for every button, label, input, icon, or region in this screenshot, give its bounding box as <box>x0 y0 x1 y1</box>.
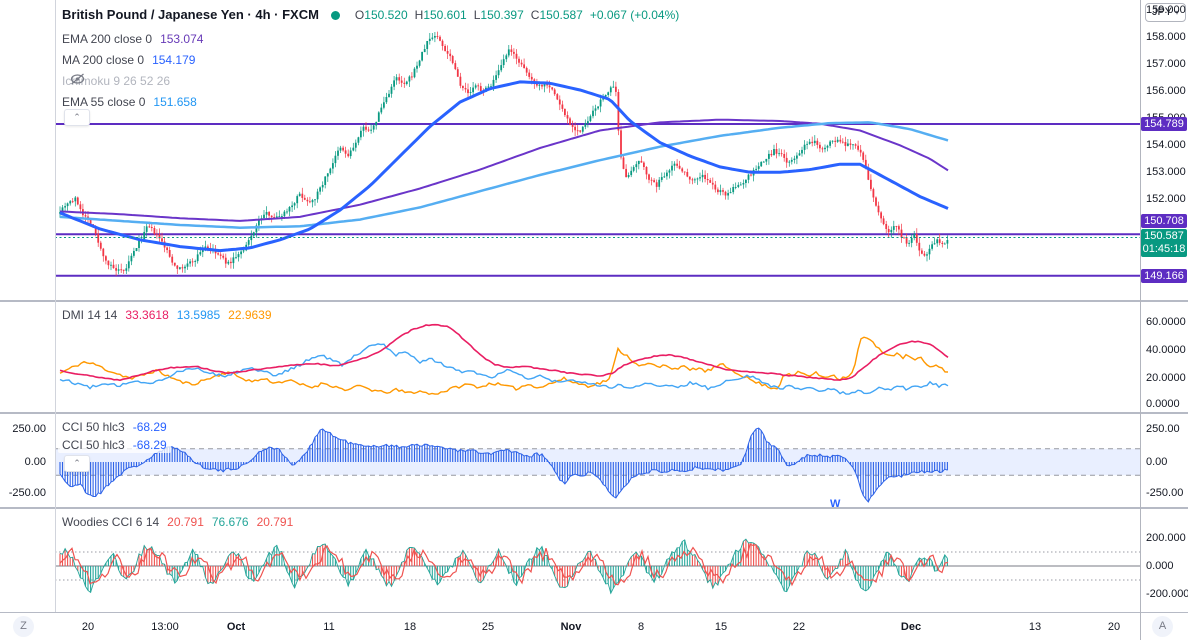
price-tick-label: 0.0000 <box>1146 398 1180 410</box>
price-tick-label: 159.000 <box>1146 4 1186 16</box>
legend-value: 20.791 <box>167 515 204 529</box>
price-change: +0.067 (+0.04%) <box>589 8 680 22</box>
legend-woodies[interactable]: Woodies CCI 6 14 20.791 76.676 20.791 <box>62 514 293 530</box>
legend-value: -68.29 <box>132 420 167 434</box>
price-tick-label: 40.0000 <box>1146 344 1186 356</box>
legend-main-ema55[interactable]: EMA 55 close 0 151.658 <box>62 94 197 110</box>
legend-label: EMA 55 close 0 <box>62 95 146 109</box>
legend-value: 13.5985 <box>176 308 221 322</box>
ohlc-value: 150.601 <box>423 8 467 22</box>
time-tick-label: 25 <box>481 621 495 633</box>
ohlc-value: 150.520 <box>364 8 408 22</box>
legend-label: Woodies CCI 6 14 <box>62 515 160 529</box>
time-tick-label: 11 <box>323 621 335 633</box>
time-tick-label: Nov <box>560 621 582 633</box>
chevron-down-icon: ▾ <box>1175 8 1180 17</box>
legend-dmi[interactable]: DMI 14 14 33.3618 13.5985 22.9639 <box>62 307 272 323</box>
legend-label: CCI 50 hlc3 <box>62 438 125 452</box>
legend-value: 76.676 <box>211 515 249 529</box>
hidden-eye-icon[interactable] <box>70 73 85 85</box>
legend-value: 151.658 <box>153 95 197 109</box>
symbol-header: British Pound / Japanese Yen · 4h · FXCM… <box>62 7 679 22</box>
legend-value: 33.3618 <box>125 308 169 322</box>
legend-label: CCI 50 hlc3 <box>62 420 125 434</box>
collapse-pane-button[interactable]: ⌃ <box>64 109 90 126</box>
currency-selector[interactable]: JPY ▾ <box>1145 3 1186 22</box>
time-tick-label: 20 <box>1107 621 1121 633</box>
legend-value: -68.29 <box>132 438 167 452</box>
price-tick-label: 154.000 <box>1146 139 1186 151</box>
price-tick-label: 157.000 <box>1146 58 1186 70</box>
price-tick-label: 0.000 <box>1146 560 1174 572</box>
ohlc-value: 150.397 <box>480 8 524 22</box>
legend-cci-2[interactable]: CCI 50 hlc3 -68.29 <box>58 437 171 453</box>
timezone-button[interactable]: Z <box>13 616 34 637</box>
time-tick-label: 15 <box>714 621 728 633</box>
price-tick-label: 200.000 <box>1146 532 1186 544</box>
pane-separator[interactable] <box>0 300 1188 302</box>
ohlc-letter: C <box>530 8 540 22</box>
time-tick-label: 20 <box>81 621 95 633</box>
legend-main-ichimoku[interactable]: Ichimoku 9 26 52 26 <box>62 73 170 89</box>
ohlc-letter: O <box>354 8 365 22</box>
price-tick-label: 0.00 <box>1146 456 1168 468</box>
provider-dot-icon <box>330 11 340 20</box>
price-tick-label: 158.000 <box>1146 31 1186 43</box>
ohlc-value: 150.587 <box>539 8 583 22</box>
price-tick-label: -250.00 <box>8 487 46 499</box>
legend-label: DMI 14 14 <box>62 308 118 322</box>
time-tick-label: 18 <box>403 621 417 633</box>
legend-label: MA 200 close 0 <box>62 53 145 67</box>
legend-label: Ichimoku 9 26 52 26 <box>62 74 171 88</box>
legend-label: EMA 200 close 0 <box>62 32 153 46</box>
price-tick-label: 250.00 <box>1146 423 1180 435</box>
price-level-label: 149.166 <box>1141 269 1187 283</box>
left-scale-border <box>55 0 56 612</box>
symbol-title[interactable]: British Pound / Japanese Yen · 4h · FXCM <box>62 7 319 22</box>
price-tick-label: -200.000 <box>1146 588 1188 600</box>
legend-value: 20.791 <box>256 515 294 529</box>
price-tick-label: -250.00 <box>1146 487 1184 499</box>
bar-countdown: 01:45:18 <box>1142 243 1186 255</box>
price-tick-label: 0.00 <box>24 456 46 468</box>
time-tick-label: 13 <box>1028 621 1042 633</box>
price-level-label: 150.708 <box>1141 214 1187 228</box>
time-tick-label: 8 <box>637 621 645 633</box>
ohlc-values: O150.520 H150.601 L150.397 C150.587 +0.067 (… <box>348 8 679 22</box>
price-tick-label: 250.00 <box>12 423 46 435</box>
pane-separator[interactable] <box>0 412 1188 414</box>
legend-value: 154.179 <box>152 53 196 67</box>
time-tick-label: 22 <box>792 621 806 633</box>
legend-value: 22.9639 <box>228 308 272 322</box>
current-price-value: 150.587 <box>1144 230 1184 242</box>
ohlc-letter: H <box>414 8 424 22</box>
collapse-pane-button[interactable]: ⌃ <box>64 455 90 472</box>
current-price-label: 150.587 01:45:18 <box>1141 229 1187 257</box>
w-marker: W <box>830 498 841 510</box>
legend-cci-1[interactable]: CCI 50 hlc3 -68.29 <box>62 419 167 435</box>
legend-main-ema200[interactable]: EMA 200 close 0 153.074 <box>62 31 203 47</box>
time-tick-label: 13:00 <box>151 621 179 633</box>
ohlc-letter: L <box>473 8 481 22</box>
price-level-label: 154.789 <box>1141 117 1187 131</box>
price-scale-border <box>1140 0 1141 640</box>
price-tick-label: 153.000 <box>1146 166 1186 178</box>
price-tick-label: 156.000 <box>1146 85 1186 97</box>
time-tick-label: Oct <box>226 621 246 633</box>
price-tick-label: 20.0000 <box>1146 372 1186 384</box>
price-tick-label: 60.0000 <box>1146 316 1186 328</box>
timescale-border <box>0 612 1188 613</box>
time-tick-label: Dec <box>900 621 922 633</box>
legend-main-ma200[interactable]: MA 200 close 0 154.179 <box>62 52 195 68</box>
pane-separator[interactable] <box>0 507 1188 509</box>
legend-value: 153.074 <box>160 32 204 46</box>
autoscale-button[interactable]: A <box>1152 616 1173 637</box>
price-tick-label: 152.000 <box>1146 193 1186 205</box>
